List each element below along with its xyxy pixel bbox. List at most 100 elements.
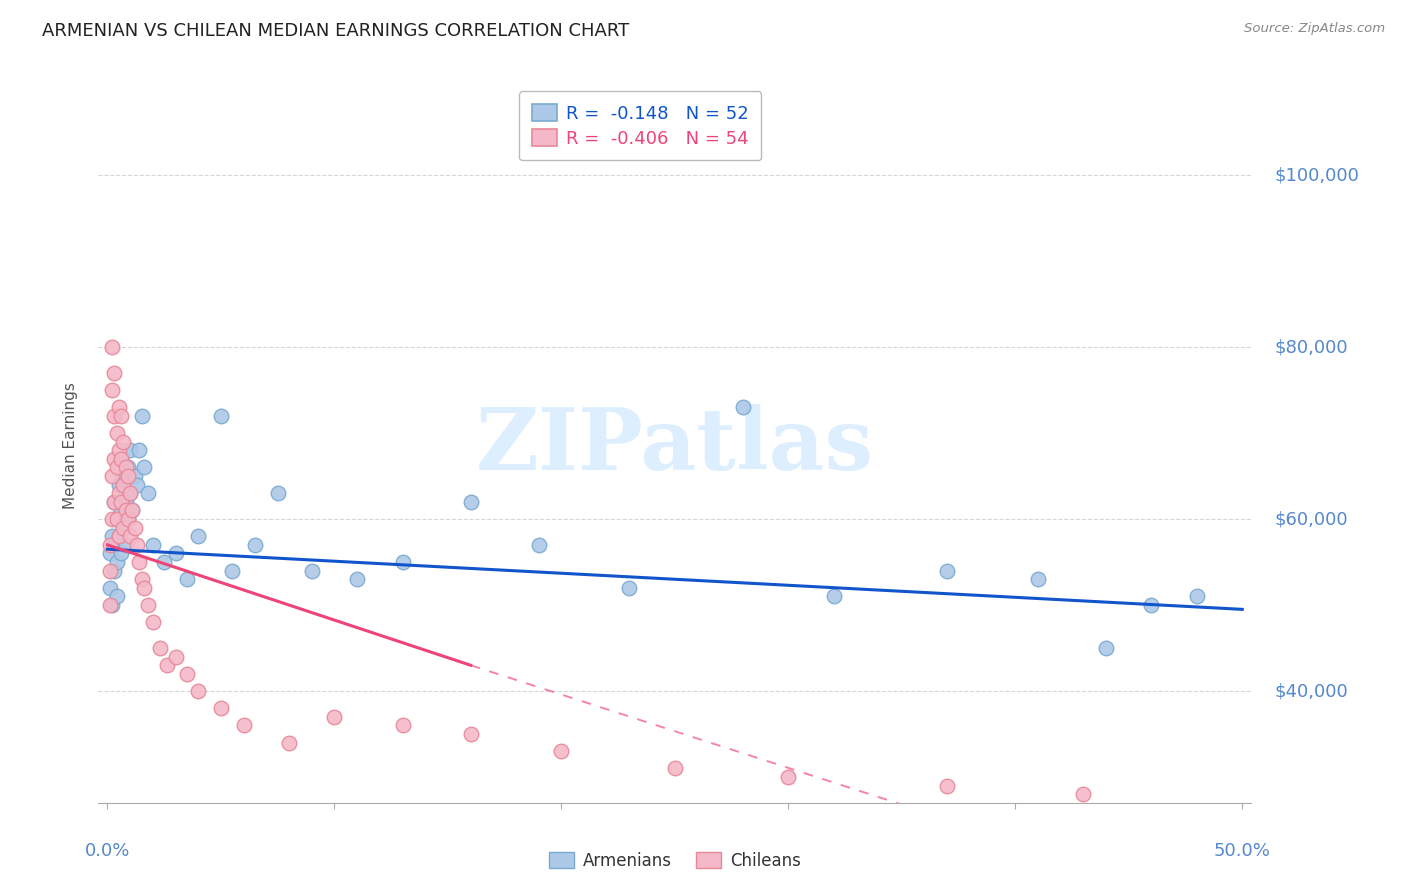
Point <box>105 426 128 441</box>
Point <box>120 486 142 500</box>
Point <box>550 744 572 758</box>
Point <box>1185 590 1208 604</box>
Point <box>187 529 209 543</box>
Point <box>105 460 128 475</box>
Text: $40,000: $40,000 <box>1274 682 1348 700</box>
Point <box>103 564 125 578</box>
Point <box>155 658 177 673</box>
Point <box>301 564 323 578</box>
Point <box>120 486 142 500</box>
Point <box>103 495 125 509</box>
Point <box>110 409 132 423</box>
Point <box>98 564 121 578</box>
Point <box>112 521 135 535</box>
Point <box>1073 787 1095 801</box>
Point <box>823 590 845 604</box>
Legend: Armenians, Chileans: Armenians, Chileans <box>543 846 807 877</box>
Point <box>105 555 128 569</box>
Point <box>232 718 254 732</box>
Text: $60,000: $60,000 <box>1274 510 1348 528</box>
Point <box>165 649 187 664</box>
Point <box>132 460 155 475</box>
Point <box>110 451 132 466</box>
Point <box>98 598 121 612</box>
Point <box>221 564 243 578</box>
Point <box>110 495 132 509</box>
Point <box>138 486 160 500</box>
Point <box>101 340 124 354</box>
Point <box>936 564 959 578</box>
Point <box>778 770 800 784</box>
Point <box>165 546 187 560</box>
Point <box>117 460 139 475</box>
Point <box>108 477 131 491</box>
Point <box>1140 598 1163 612</box>
Point <box>267 486 290 500</box>
Point <box>110 451 132 466</box>
Point <box>103 451 125 466</box>
Point <box>108 443 131 458</box>
Point <box>142 538 165 552</box>
Point <box>243 538 266 552</box>
Point <box>209 701 232 715</box>
Point <box>391 718 413 732</box>
Point <box>112 469 135 483</box>
Point <box>101 512 124 526</box>
Point <box>209 409 232 423</box>
Point <box>114 538 136 552</box>
Point <box>121 503 143 517</box>
Text: 50.0%: 50.0% <box>1213 842 1271 860</box>
Text: ARMENIAN VS CHILEAN MEDIAN EARNINGS CORRELATION CHART: ARMENIAN VS CHILEAN MEDIAN EARNINGS CORR… <box>42 22 630 40</box>
Point <box>124 469 146 483</box>
Point <box>103 366 125 380</box>
Point <box>176 666 198 681</box>
Point <box>132 581 155 595</box>
Point <box>112 434 135 449</box>
Point <box>114 503 136 517</box>
Point <box>936 779 959 793</box>
Point <box>527 538 550 552</box>
Point <box>114 495 136 509</box>
Point <box>1026 572 1049 586</box>
Point <box>120 529 142 543</box>
Point <box>131 572 153 586</box>
Point <box>108 529 131 543</box>
Point <box>664 761 686 775</box>
Point <box>108 529 131 543</box>
Point <box>131 409 153 423</box>
Text: $80,000: $80,000 <box>1274 338 1348 356</box>
Point <box>103 495 125 509</box>
Point <box>108 401 131 415</box>
Point <box>112 521 135 535</box>
Point <box>98 538 121 552</box>
Point <box>101 383 124 397</box>
Point <box>105 512 128 526</box>
Point <box>346 572 368 586</box>
Point <box>110 546 132 560</box>
Point <box>125 538 148 552</box>
Point <box>153 555 176 569</box>
Point <box>114 460 136 475</box>
Point <box>120 443 142 458</box>
Point <box>101 529 124 543</box>
Point <box>121 503 143 517</box>
Text: $100,000: $100,000 <box>1274 166 1360 184</box>
Point <box>117 469 139 483</box>
Point <box>460 727 482 741</box>
Point <box>105 512 128 526</box>
Point <box>110 503 132 517</box>
Point <box>98 546 121 560</box>
Text: ZIPatlas: ZIPatlas <box>475 404 875 488</box>
Point <box>278 736 301 750</box>
Point <box>391 555 413 569</box>
Y-axis label: Median Earnings: Median Earnings <box>63 383 77 509</box>
Point <box>619 581 641 595</box>
Point <box>112 477 135 491</box>
Point <box>125 477 148 491</box>
Point <box>117 512 139 526</box>
Text: Source: ZipAtlas.com: Source: ZipAtlas.com <box>1244 22 1385 36</box>
Text: 0.0%: 0.0% <box>84 842 131 860</box>
Point <box>108 486 131 500</box>
Point <box>128 443 150 458</box>
Point <box>731 401 754 415</box>
